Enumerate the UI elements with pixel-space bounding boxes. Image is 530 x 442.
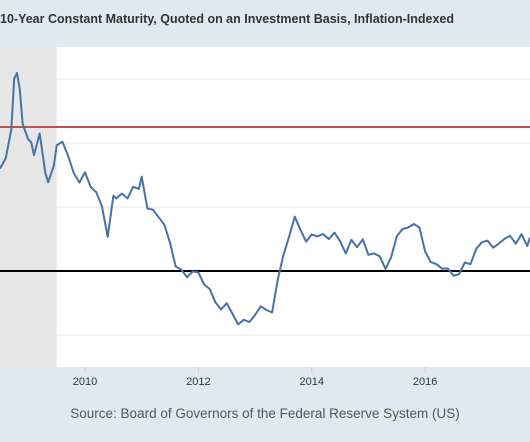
series-layer [0,72,530,326]
reference-lines [0,126,530,272]
x-axis-ticks: 20102012201420162 [73,367,437,388]
series-line [0,72,530,326]
chart-title: 10-Year Constant Maturity, Quoted on an … [0,12,455,26]
x-tick-label: 2010 [73,376,97,388]
x-tick-label: 2012 [186,376,210,388]
source-note: Source: Board of Governors of the Federa… [70,406,460,421]
x-tick-label: 2014 [300,376,324,388]
x-tick-label: 2016 [413,376,437,388]
